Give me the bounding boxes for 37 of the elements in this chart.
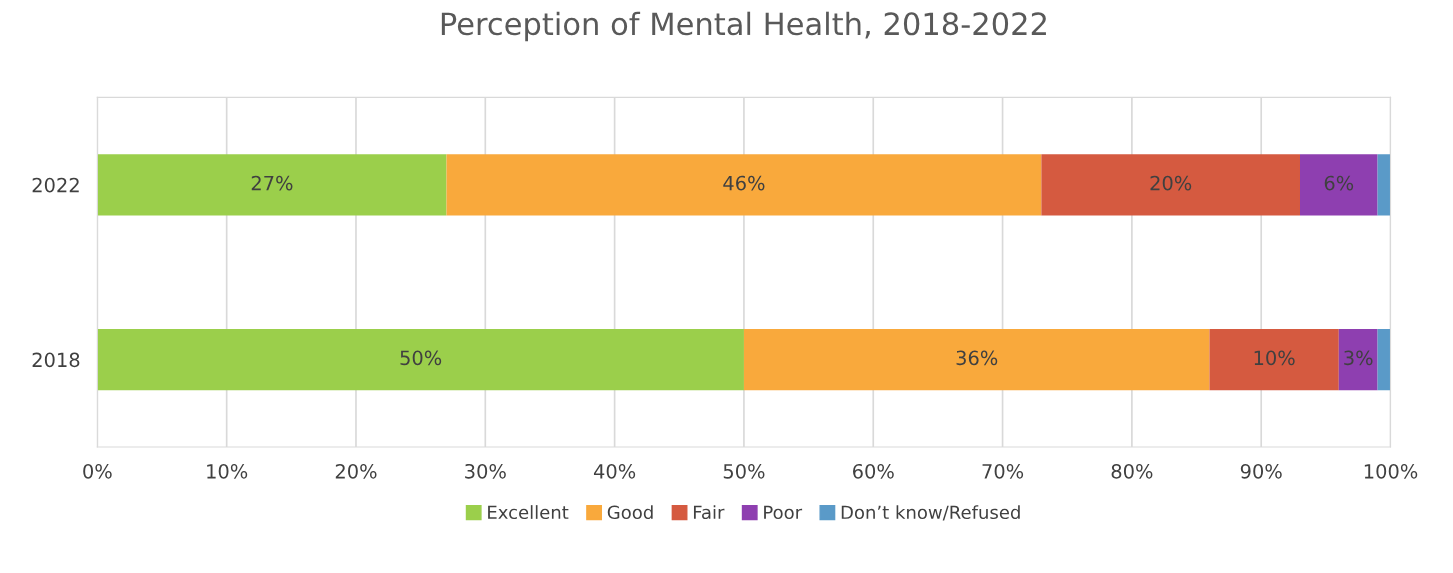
chart-title: Perception of Mental Health, 2018-2022 xyxy=(441,11,1046,42)
bar xyxy=(1338,328,1378,391)
legend-label: Excellent xyxy=(488,505,569,520)
data-label: 3% xyxy=(1344,350,1373,366)
bar xyxy=(1377,328,1391,391)
y-tick-label: 2018 xyxy=(32,352,80,368)
x-tick-label: 60% xyxy=(853,463,894,479)
data-label: 46% xyxy=(723,175,765,191)
legend-label: Fair xyxy=(693,505,725,520)
bar xyxy=(743,328,1210,391)
data-label: 27% xyxy=(251,175,293,191)
x-tick-label: 70% xyxy=(982,463,1024,479)
bar xyxy=(1377,154,1391,216)
legend-label: Good xyxy=(607,505,653,520)
bar xyxy=(1041,154,1300,216)
legend-label: Don’t know/Refused xyxy=(841,505,1020,521)
data-label: 6% xyxy=(1324,175,1354,191)
x-tick-label: 0% xyxy=(83,463,112,479)
x-tick-label: 20% xyxy=(335,463,377,479)
x-tick-label: 10% xyxy=(207,463,248,479)
bar xyxy=(1300,154,1378,216)
x-tick-label: 40% xyxy=(593,463,636,479)
data-label: 20% xyxy=(1150,175,1192,191)
x-tick-label: 100% xyxy=(1364,463,1418,479)
bar xyxy=(1209,328,1339,391)
data-label: 10% xyxy=(1254,350,1295,366)
x-tick-label: 80% xyxy=(1111,463,1153,479)
bar xyxy=(446,154,1042,216)
y-tick-label: 2022 xyxy=(32,177,79,193)
data-label: 50% xyxy=(400,350,442,366)
bar xyxy=(97,328,744,391)
data-label: 36% xyxy=(956,350,998,366)
x-tick-label: 90% xyxy=(1240,463,1282,479)
x-tick-label: 50% xyxy=(723,463,765,479)
bar xyxy=(97,154,447,216)
x-tick-label: 30% xyxy=(465,463,506,479)
legend-label: Poor xyxy=(764,505,803,520)
